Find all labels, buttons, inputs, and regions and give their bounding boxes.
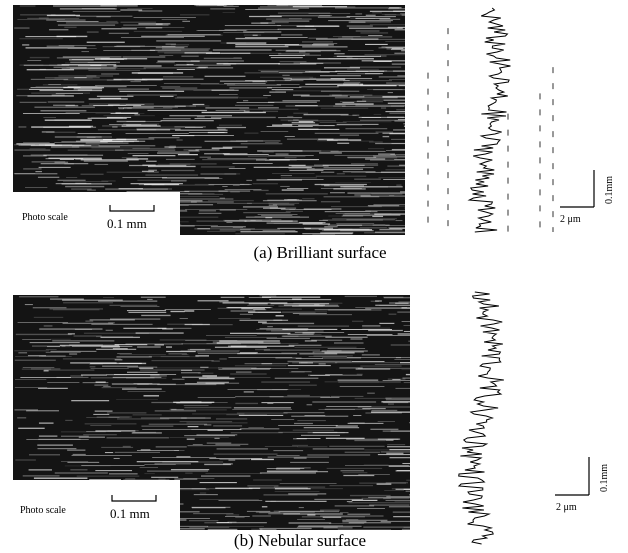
profile-scale-bars	[555, 457, 590, 496]
profile-horizontal-scale: 2 μm	[560, 214, 581, 225]
photo-scale-label: Photo scale	[22, 212, 68, 223]
scale-cutout	[13, 192, 180, 237]
photo-scale-label: Photo scale	[20, 505, 66, 516]
photo-scale-value: 0.1 mm	[110, 506, 150, 521]
photo-scale-value: 0.1 mm	[107, 216, 147, 231]
photo-scale-bar	[111, 495, 157, 502]
profile-guides	[427, 28, 554, 232]
profile-scale-bars	[560, 170, 595, 208]
micrograph-texture	[13, 4, 405, 235]
profile-vertical-scale: 0.1mm	[604, 176, 615, 204]
photo-scale-bar	[109, 205, 155, 212]
scale-cutout	[13, 480, 180, 532]
micrograph-texture	[14, 295, 410, 531]
caption: (a) Brilliant surface	[253, 243, 386, 262]
surface-profile	[467, 7, 511, 233]
surface-profile	[457, 291, 504, 545]
caption: (b) Nebular surface	[234, 531, 366, 550]
profile-horizontal-scale: 2 μm	[556, 502, 577, 513]
panel-a: Photo scale 0.1 mm 2 μm 0.1mm (a) Brilli…	[13, 4, 615, 262]
profile-vertical-scale: 0.1mm	[599, 464, 610, 492]
panel-b: Photo scale 0.1 mm 2 μm 0.1mm (b) Nebula…	[13, 291, 610, 550]
